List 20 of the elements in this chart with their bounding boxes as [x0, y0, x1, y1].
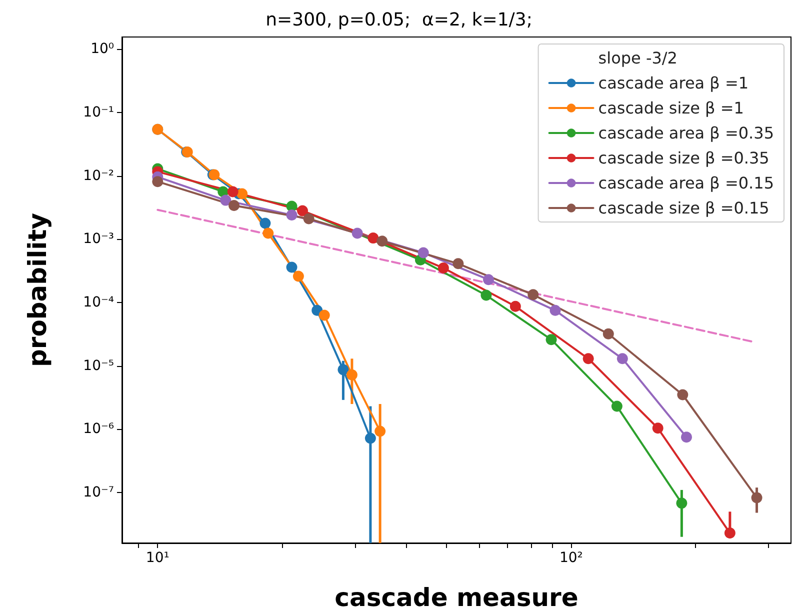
- y-tick-label: 10⁻¹: [83, 104, 114, 120]
- chart-title: n=300, p=0.05; α=2, k=1/3;: [266, 10, 532, 30]
- legend-label: cascade size β =1: [598, 98, 744, 118]
- x-tick-label: 10¹: [146, 550, 170, 566]
- y-axis-title: probability: [23, 212, 52, 368]
- y-tick-label: 10⁻³: [83, 231, 114, 248]
- legend-label: cascade area β =1: [598, 74, 749, 92]
- y-tick-label: 10⁻⁷: [83, 484, 114, 501]
- y-tick-label: 10⁻²: [83, 168, 114, 184]
- y-tick-label: 10⁻⁵: [83, 358, 114, 374]
- legend-label: cascade area β =0.35: [598, 124, 774, 142]
- y-tick-label: 10⁻⁴: [83, 294, 114, 310]
- y-tick-label: 10⁻⁶: [83, 421, 114, 438]
- y-tick-label: 10⁰: [90, 41, 114, 58]
- legend-label: cascade size β =0.15: [598, 198, 770, 218]
- legend-label: slope -3/2: [598, 48, 678, 68]
- x-axis-title: cascade measure: [334, 583, 578, 612]
- legend-label: cascade size β =0.35: [598, 148, 770, 168]
- x-tick-label: 10²: [559, 550, 583, 566]
- legend-label: cascade area β =0.15: [598, 174, 774, 192]
